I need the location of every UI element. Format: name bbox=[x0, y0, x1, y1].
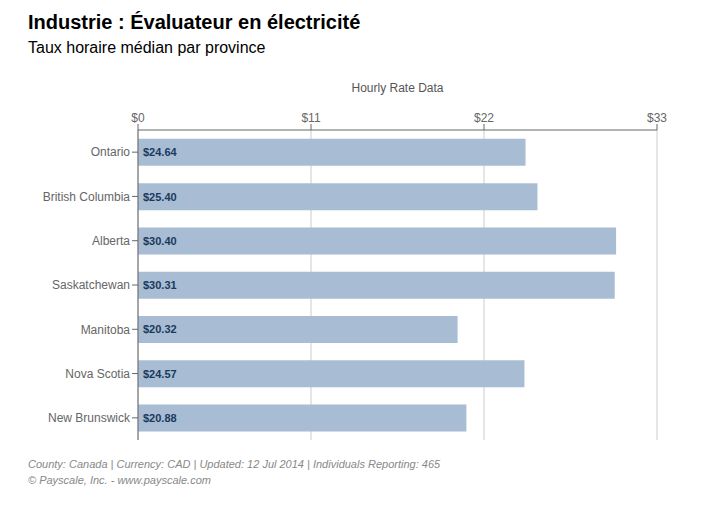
svg-text:British Columbia: British Columbia bbox=[43, 190, 131, 204]
svg-text:Manitoba: Manitoba bbox=[81, 323, 131, 337]
svg-text:Hourly Rate Data: Hourly Rate Data bbox=[351, 81, 443, 95]
svg-text:$24.57: $24.57 bbox=[143, 368, 177, 380]
svg-text:Nova Scotia: Nova Scotia bbox=[65, 367, 130, 381]
html-text:Industrie : Évaluateur en élec: Industrie : Évaluateur en électricité bbox=[28, 11, 361, 33]
svg-text:Ontario: Ontario bbox=[91, 145, 131, 159]
svg-text:Alberta: Alberta bbox=[92, 234, 130, 248]
svg-text:$22: $22 bbox=[474, 111, 494, 125]
svg-text:$30.31: $30.31 bbox=[143, 279, 177, 291]
svg-text:$20.88: $20.88 bbox=[143, 412, 177, 424]
svg-text:$24.64: $24.64 bbox=[143, 146, 178, 158]
svg-text:Saskatchewan: Saskatchewan bbox=[52, 278, 130, 292]
svg-text:$0: $0 bbox=[131, 111, 145, 125]
svg-text:$25.40: $25.40 bbox=[143, 191, 177, 203]
svg-text:$20.32: $20.32 bbox=[143, 323, 177, 335]
html-text:County: Canada | Currency: CAD: County: Canada | Currency: CAD | Updated… bbox=[28, 458, 441, 470]
html-text:© Payscale, Inc. - www.payscal: © Payscale, Inc. - www.payscale.com bbox=[28, 474, 211, 486]
html-text:Taux horaire médian par provin: Taux horaire médian par province bbox=[28, 39, 266, 56]
svg-text:$30.40: $30.40 bbox=[143, 235, 177, 247]
svg-text:$11: $11 bbox=[301, 111, 320, 125]
svg-text:$33: $33 bbox=[647, 111, 667, 125]
svg-text:New Brunswick: New Brunswick bbox=[48, 411, 131, 425]
